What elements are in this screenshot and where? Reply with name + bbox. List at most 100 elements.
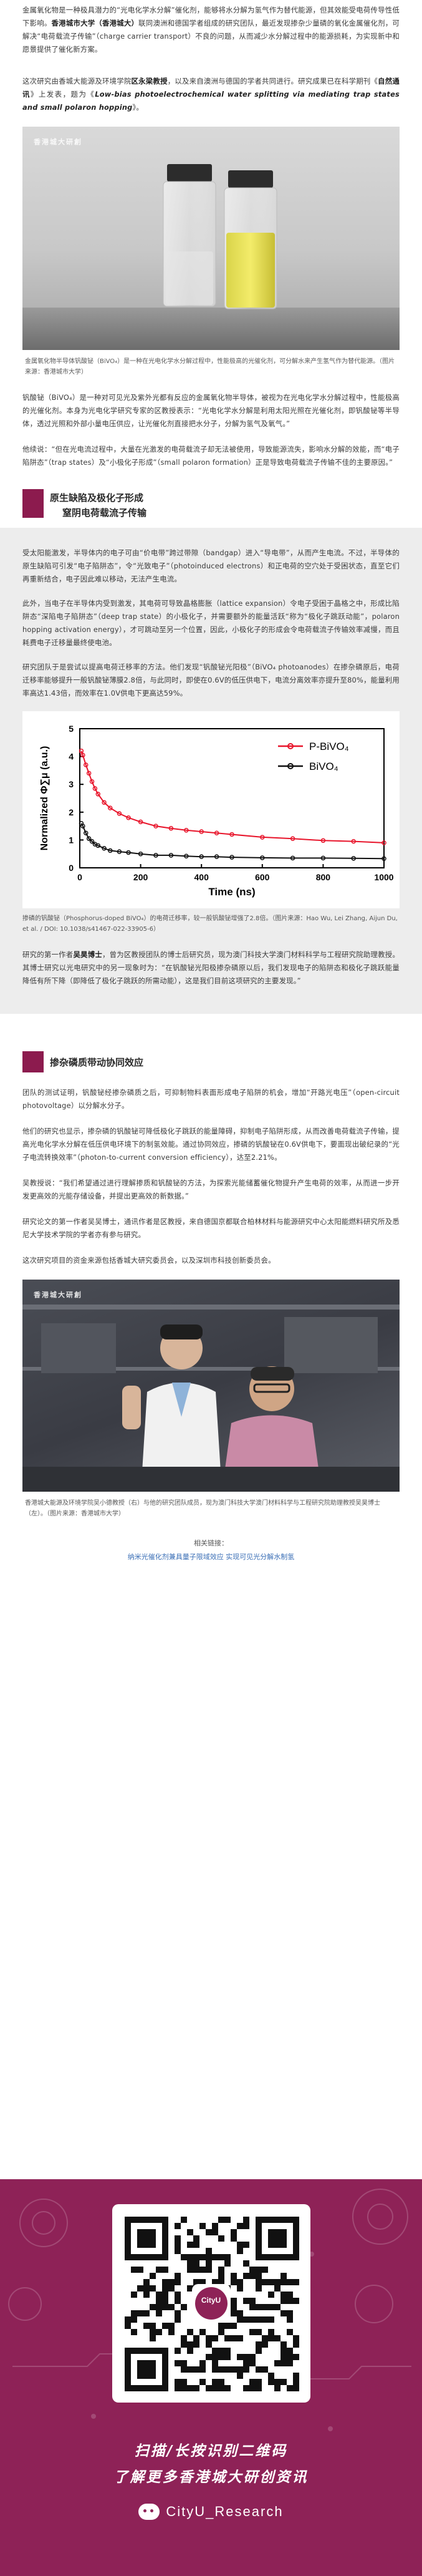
- intro-text: 金属氧化物是一种极具潜力的“光电化学水分解”催化剂，能够将水分解为氢气作为替代能…: [22, 6, 400, 27]
- section-1-box: 受太阳能激发，半导体内的电子可由“价电带”跨过带隙（bandgap）进入“导电带…: [0, 528, 422, 1014]
- chart-svg: 0 200 400 600 800 1000 0 1 2 3 4 5 Time (ns) Normaliz…: [39, 724, 394, 898]
- bivo4-paragraph: 钒酸铋（BiVO₄）是一种对可见光及紫外光都有反应的金属氧化物半导体，被视为在光…: [22, 393, 400, 428]
- legend-marker: [287, 743, 294, 749]
- section-1-paragraph-2: 此外，当电子在半导体内受到激发，其电荷可导致晶格膨胀（lattice expan…: [22, 599, 400, 647]
- wechat-account[interactable]: CityU_Research: [0, 2504, 422, 2520]
- x-tick-label: 800: [316, 872, 331, 882]
- section-1-header: 原生缺陷及极化子形成 窒阴电荷载流子传输: [0, 485, 422, 524]
- data-point: [381, 840, 386, 845]
- professor-name: 区永梁教授: [131, 77, 168, 85]
- data-point: [214, 854, 219, 859]
- intro-text: 》。: [132, 103, 144, 112]
- intro-paragraph-2: 这次研究由香城大能源及环境学院区永梁教授，以及来自澳洲与德国的学者共同进行。研究…: [22, 75, 400, 114]
- section-2-header: 掺杂磷质带动协同效应: [0, 1047, 422, 1075]
- intro-paragraph-1: 金属氧化物是一种极具潜力的“光电化学水分解”催化剂，能够将水分解为氢气作为替代能…: [22, 4, 400, 56]
- y-tick-label: 3: [69, 779, 74, 789]
- data-point: [229, 855, 234, 860]
- data-point: [108, 805, 113, 810]
- data-point: [108, 848, 113, 853]
- data-point: [92, 786, 98, 791]
- data-point: [126, 850, 131, 855]
- data-point: [80, 824, 85, 829]
- section-2-title: 掺杂磷质带动协同效应: [50, 1057, 144, 1068]
- related-heading: 相关链接：: [194, 1539, 228, 1547]
- qr-code[interactable]: [125, 2217, 299, 2391]
- legend-label: BiVO₄: [309, 761, 338, 772]
- data-point: [89, 838, 95, 844]
- footer-graphic: [8, 2189, 411, 2431]
- vials-photo: 香港城大研創: [22, 127, 400, 350]
- mid-section: 钒酸铋（BiVO₄）是一种对可见光及紫外光都有反应的金属氧化物半导体，被视为在光…: [0, 377, 422, 469]
- section-2-paragraph-3: 吴教授说：“我们希望通过进行理解掺质和钒酸铋的方法，为探索光能储蓄催化物提升产生…: [22, 1179, 400, 1200]
- data-point: [153, 824, 158, 829]
- author-paragraph: 研究的第一作者吴昊博士，曾为区教授团队的博士后研究员，现为澳门科技大学澳门材料科…: [22, 948, 400, 988]
- data-point: [102, 846, 107, 851]
- data-point: [351, 856, 356, 861]
- section-1-title: 原生缺陷及极化子形成: [50, 492, 144, 503]
- intro-highlight: 香港城市大学（香港城大）: [51, 19, 139, 27]
- data-point: [89, 779, 95, 784]
- section-marker: [22, 1051, 44, 1072]
- data-point: [117, 811, 122, 816]
- y-tick-label: 1: [69, 835, 74, 845]
- section-2-paragraph-4: 研究论文的第一作者吴吴博士，通讯作者是区教授，来自德国京都联合柏林材料与能源研究…: [22, 1217, 400, 1239]
- data-point: [168, 825, 174, 831]
- data-point: [86, 770, 92, 776]
- footer-line-1: 扫描/长按识别二维码: [134, 2443, 288, 2459]
- journal-name: 自然通讯: [22, 77, 400, 99]
- qr-footer: CityU 扫描/长按识别二维码 了解更多香港城大研创资讯 CityU_Rese…: [0, 2179, 422, 2576]
- chart-layer: 0 200 400 600 800 1000 0 1 2 3 4 5 Time (ns) Normaliz…: [39, 724, 394, 898]
- intro-text: ，以及来自澳洲与德国的学者共同进行。研究成果已在科学期刊《: [167, 77, 378, 85]
- series-line-1: [80, 823, 385, 860]
- data-point: [184, 828, 189, 833]
- intro-section: 金属氧化物是一种极具潜力的“光电化学水分解”催化剂，能够将水分解为氢气作为替代能…: [0, 0, 422, 114]
- cityu-logo: CityU: [201, 2296, 221, 2305]
- data-point: [199, 829, 204, 834]
- data-point: [84, 762, 89, 767]
- y-tick-label: 0: [69, 863, 74, 873]
- footer-line-2: 了解更多香港城大研创资讯: [113, 2469, 309, 2486]
- intro-text: 联同澳洲和德国学者组成的研究团队，最近发现掺杂少量磷的氧化金属催化剂，可解决“电…: [22, 19, 400, 54]
- plot-frame: [79, 728, 385, 868]
- data-point: [86, 836, 92, 841]
- x-tick-label: 1000: [374, 872, 393, 882]
- author-text: 研究的第一作者: [22, 950, 74, 959]
- wechat-icon: [138, 2504, 160, 2520]
- photo-watermark: 香港城大研創: [34, 1291, 82, 1299]
- data-point: [320, 838, 326, 843]
- vials-illustration: [22, 164, 400, 350]
- data-point: [199, 854, 204, 859]
- data-point: [153, 853, 158, 858]
- data-point: [290, 855, 295, 861]
- y-tick-label: 2: [69, 807, 74, 817]
- data-point: [138, 819, 143, 825]
- researchers-illustration: [22, 1305, 400, 1492]
- data-point: [214, 830, 219, 835]
- section-1-paragraph-3: 研究团队于是尝试以提高电荷迁移率的方法。他们发现“钒酸铋光阳极”（BiVO₄ p…: [22, 663, 400, 697]
- paper-title: Low-bias photoelectrochemical water spli…: [22, 90, 400, 112]
- author-text: ，曾为区教授团队的博士后研究员，现为澳门科技大学澳门材料科学与工程研究院助理教授…: [22, 950, 400, 985]
- vials-caption: 金属氧化物半导体钒酸铋（BiVO₄）是一种在光电化学水分解过程中，性能极高的光催…: [25, 358, 395, 376]
- photo-watermark: 香港城大研創: [34, 138, 82, 146]
- y-tick-label: 5: [69, 724, 74, 734]
- data-point: [95, 843, 101, 848]
- related-link[interactable]: 纳米光催化剂兼具量子限域效应 实现可见光分解水制氢: [127, 1553, 295, 1561]
- section-2-paragraph-1: 团队的测试证明，钒酸铋经掺杂磷质之后，可抑制物料表面形成电子陷阱的机会，增加“开…: [22, 1088, 400, 1110]
- x-tick-label: 400: [194, 872, 209, 882]
- data-point: [260, 835, 265, 840]
- section-2-body: 团队的测试证明，钒酸铋经掺杂磷质之后，可抑制物料表面形成电子陷阱的机会，增加“开…: [0, 1075, 422, 1267]
- data-point: [80, 752, 85, 758]
- data-point: [95, 792, 101, 797]
- section-1-subtitle: 窒阴电荷载流子传输: [62, 507, 147, 518]
- legend-marker: [287, 763, 294, 769]
- mobility-chart: 0 200 400 600 800 1000 0 1 2 3 4 5 Time (ns) Normaliz…: [22, 711, 400, 908]
- author-name: 吴昊博士: [73, 950, 102, 959]
- x-tick-label: 0: [77, 872, 82, 882]
- data-point: [102, 800, 107, 805]
- section-1-paragraph-1: 受太阳能激发，半导体内的电子可由“价电带”跨过带隙（bandgap）进入“导电带…: [22, 548, 400, 583]
- data-point: [290, 836, 295, 841]
- data-point: [184, 853, 189, 859]
- data-point: [117, 849, 122, 854]
- data-point: [168, 853, 174, 858]
